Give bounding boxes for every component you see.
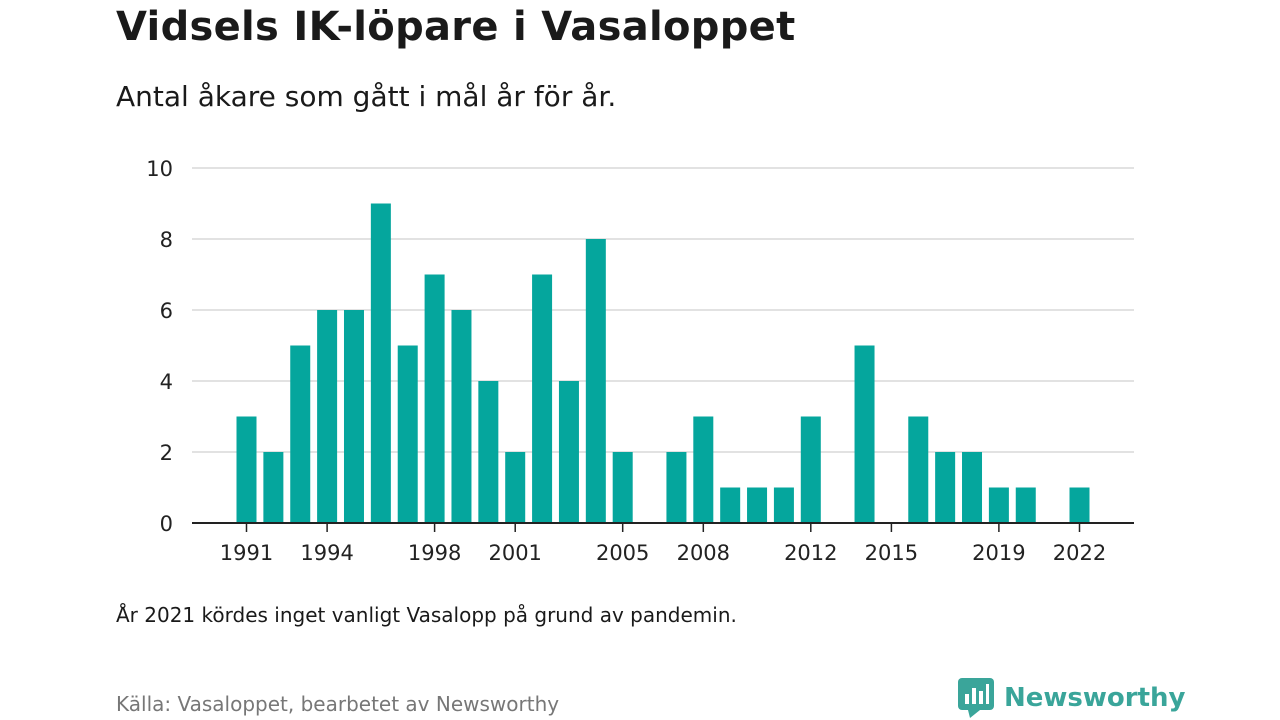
x-tick-label: 1998 <box>408 541 461 565</box>
bar-2001 <box>505 452 526 523</box>
bar-2019 <box>988 487 1009 523</box>
bar-chart: 0 2 4 6 8 10 1991 1994 1998 2001 2005 2008 2012 2015… <box>146 157 1134 565</box>
x-tick-label: 1991 <box>220 541 273 565</box>
chart-subtitle: Antal åkare som gått i mål år för år. <box>116 80 617 113</box>
x-tick-label: 1994 <box>300 541 353 565</box>
bar-1991 <box>236 416 257 523</box>
x-tick-label: 2015 <box>865 541 918 565</box>
y-tick-label: 10 <box>146 157 173 181</box>
x-tick-label: 2008 <box>677 541 730 565</box>
y-tick-label: 2 <box>160 441 173 465</box>
bar-2004 <box>585 239 606 523</box>
bar-2020 <box>1015 487 1036 523</box>
bar-2005 <box>612 452 633 523</box>
x-tick-label: 2012 <box>784 541 837 565</box>
y-tick-label: 0 <box>160 512 173 536</box>
bar-2022 <box>1069 487 1090 523</box>
x-axis-ticks: 1991 1994 1998 2001 2005 2008 2012 2015 2019 2022 <box>220 523 1106 565</box>
bar-1994 <box>317 310 338 523</box>
bar-2012 <box>800 416 821 523</box>
bar-2002 <box>532 274 553 523</box>
brand-name: Newsworthy <box>1004 683 1186 713</box>
bar-2011 <box>773 487 794 523</box>
source-text: Källa: Vasaloppet, bearbetet av Newswort… <box>116 692 560 716</box>
newsworthy-logo-icon <box>958 678 994 718</box>
x-tick-label: 2019 <box>972 541 1025 565</box>
bar-2000 <box>478 381 499 523</box>
y-tick-label: 6 <box>160 299 173 323</box>
y-axis-labels: 0 2 4 6 8 10 <box>146 157 173 536</box>
bar-2007 <box>666 452 687 523</box>
bar-1993 <box>290 345 311 523</box>
bar-2014 <box>854 345 875 523</box>
bar-2008 <box>693 416 714 523</box>
chart-note: År 2021 kördes inget vanligt Vasalopp på… <box>116 603 737 627</box>
bar-1997 <box>397 345 418 523</box>
bar-2010 <box>747 487 768 523</box>
x-tick-label: 2022 <box>1053 541 1106 565</box>
bar-1992 <box>263 452 284 523</box>
x-tick-label: 2005 <box>596 541 649 565</box>
bar-1999 <box>451 310 472 523</box>
y-tick-label: 4 <box>160 370 173 394</box>
bar-2017 <box>935 452 956 523</box>
chart-title: Vidsels IK-löpare i Vasaloppet <box>116 4 796 50</box>
newsworthy-logo: Newsworthy <box>958 678 1185 718</box>
y-tick-label: 8 <box>160 228 173 252</box>
bar-2009 <box>720 487 741 523</box>
bar-1996 <box>370 203 391 523</box>
bar-2018 <box>962 452 983 523</box>
bar-2016 <box>908 416 929 523</box>
bar-1995 <box>343 310 364 523</box>
bar-1998 <box>424 274 445 523</box>
bar-2003 <box>558 381 579 523</box>
bars <box>236 203 1090 523</box>
x-tick-label: 2001 <box>488 541 541 565</box>
